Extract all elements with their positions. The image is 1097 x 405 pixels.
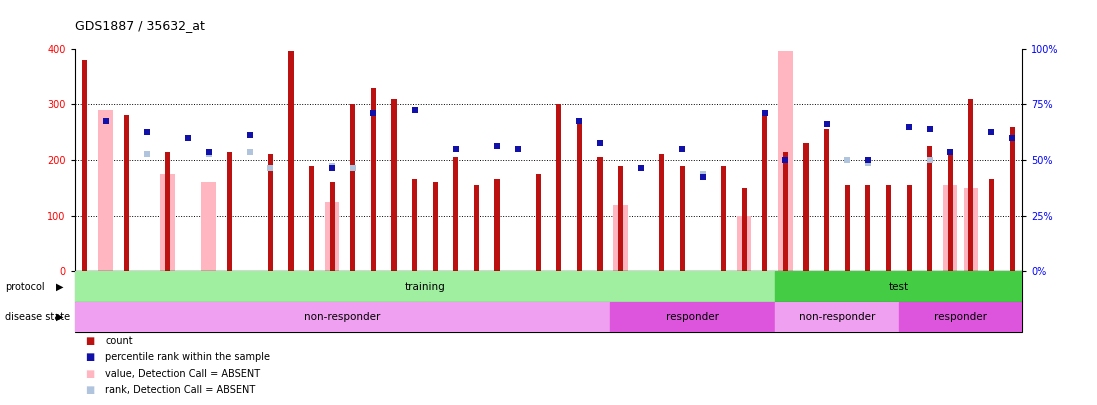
Bar	[742, 188, 747, 271]
Bar	[432, 182, 438, 271]
Text: count: count	[105, 336, 133, 346]
Text: non-responder: non-responder	[799, 312, 875, 322]
Bar	[906, 185, 912, 271]
Text: rank, Detection Call = ABSENT: rank, Detection Call = ABSENT	[105, 385, 256, 395]
Bar	[778, 51, 793, 271]
Bar	[776, 271, 1022, 302]
Text: ▶: ▶	[56, 312, 64, 322]
Bar	[165, 151, 170, 271]
Bar	[289, 51, 294, 271]
Text: responder: responder	[934, 312, 987, 322]
Bar	[783, 151, 788, 271]
Bar	[1009, 126, 1015, 271]
Bar	[927, 146, 932, 271]
Bar	[948, 149, 953, 271]
Bar	[474, 185, 479, 271]
Text: ■: ■	[86, 352, 94, 362]
Bar	[99, 110, 113, 271]
Bar	[350, 104, 355, 271]
Text: non-responder: non-responder	[304, 312, 381, 322]
Bar	[898, 302, 1022, 332]
Bar	[762, 110, 768, 271]
Bar	[329, 182, 335, 271]
Bar	[75, 271, 776, 302]
Text: value, Detection Call = ABSENT: value, Detection Call = ABSENT	[105, 369, 260, 379]
Bar	[737, 215, 751, 271]
Bar	[392, 99, 396, 271]
Bar	[988, 179, 994, 271]
Bar	[577, 121, 583, 271]
Text: percentile rank within the sample: percentile rank within the sample	[105, 352, 270, 362]
Text: training: training	[405, 281, 445, 292]
Bar	[721, 166, 726, 271]
Bar	[659, 154, 665, 271]
Text: ■: ■	[86, 385, 94, 395]
Bar	[453, 157, 459, 271]
Text: ▶: ▶	[56, 281, 64, 292]
Bar	[495, 179, 499, 271]
Bar	[75, 302, 610, 332]
Bar	[610, 302, 776, 332]
Bar	[309, 166, 314, 271]
Bar	[202, 182, 216, 271]
Bar	[886, 185, 891, 271]
Bar	[618, 166, 623, 271]
Bar	[680, 166, 685, 271]
Bar	[227, 151, 231, 271]
Text: GDS1887 / 35632_at: GDS1887 / 35632_at	[75, 19, 204, 32]
Bar	[598, 157, 602, 271]
Bar	[535, 174, 541, 271]
Bar	[124, 115, 128, 271]
Text: ■: ■	[86, 369, 94, 379]
Bar	[412, 179, 417, 271]
Text: disease state: disease state	[5, 312, 70, 322]
Bar	[943, 185, 958, 271]
Bar	[776, 302, 898, 332]
Bar	[613, 205, 627, 271]
Bar	[371, 87, 376, 271]
Text: responder: responder	[666, 312, 720, 322]
Bar	[160, 174, 174, 271]
Bar	[803, 143, 808, 271]
Bar	[969, 99, 973, 271]
Text: protocol: protocol	[5, 281, 45, 292]
Bar	[963, 188, 979, 271]
Bar	[824, 129, 829, 271]
Text: ■: ■	[86, 336, 94, 346]
Bar	[268, 154, 273, 271]
Bar	[82, 60, 88, 271]
Bar	[845, 185, 850, 271]
Bar	[556, 104, 562, 271]
Bar	[866, 185, 870, 271]
Bar	[325, 202, 339, 271]
Text: test: test	[889, 281, 908, 292]
